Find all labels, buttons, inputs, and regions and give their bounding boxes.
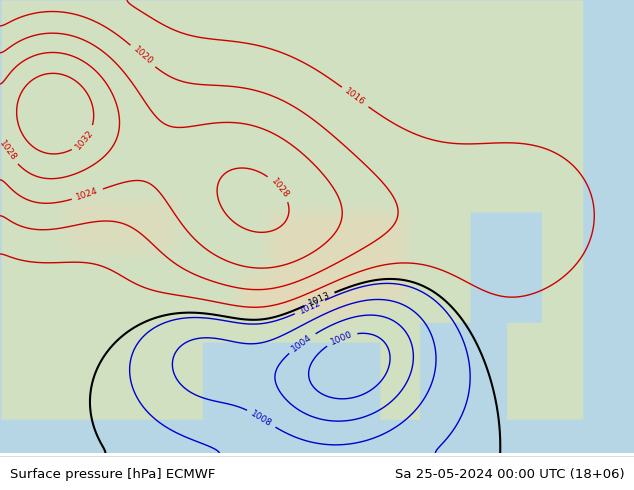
- Text: 1016: 1016: [343, 87, 367, 107]
- Text: 1032: 1032: [74, 128, 96, 151]
- Text: 1004: 1004: [290, 333, 314, 353]
- Text: 1028: 1028: [0, 139, 18, 163]
- Text: Surface pressure [hPa] ECMWF: Surface pressure [hPa] ECMWF: [10, 468, 215, 481]
- Text: 1012: 1012: [297, 298, 322, 316]
- Text: Sa 25-05-2024 00:00 UTC (18+06): Sa 25-05-2024 00:00 UTC (18+06): [395, 468, 624, 481]
- Text: 1028: 1028: [269, 176, 290, 199]
- Text: 1024: 1024: [75, 187, 100, 202]
- Text: 1020: 1020: [131, 45, 154, 67]
- Text: 1013: 1013: [307, 291, 332, 308]
- Text: 1000: 1000: [329, 329, 354, 346]
- Text: 1008: 1008: [249, 409, 274, 428]
